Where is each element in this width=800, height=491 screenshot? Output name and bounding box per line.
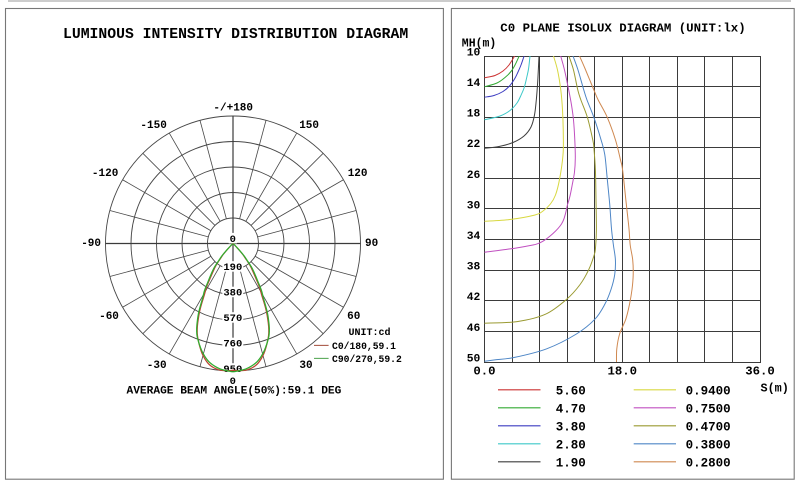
svg-text:C0/180,59.1: C0/180,59.1 <box>332 341 396 352</box>
svg-text:UNIT:cd: UNIT:cd <box>349 327 391 339</box>
svg-text:10: 10 <box>467 47 481 59</box>
svg-text:0.3800: 0.3800 <box>686 438 731 452</box>
svg-text:50: 50 <box>467 353 481 365</box>
svg-text:-120: -120 <box>92 168 118 180</box>
svg-text:AVERAGE BEAM ANGLE(50%):59.1 D: AVERAGE BEAM ANGLE(50%):59.1 DEG <box>127 386 342 398</box>
svg-text:3.80: 3.80 <box>556 420 586 434</box>
svg-text:30: 30 <box>299 360 312 372</box>
svg-text:150: 150 <box>299 120 319 132</box>
svg-text:C90/270,59.2: C90/270,59.2 <box>332 354 402 365</box>
svg-text:30: 30 <box>467 200 481 212</box>
svg-text:1.90: 1.90 <box>556 456 586 470</box>
svg-text:0.9400: 0.9400 <box>686 384 731 398</box>
svg-text:0.0: 0.0 <box>473 364 495 378</box>
svg-text:S(m): S(m) <box>761 382 789 396</box>
svg-text:190: 190 <box>223 262 242 274</box>
svg-text:2.80: 2.80 <box>556 438 586 452</box>
svg-text:-90: -90 <box>81 238 101 250</box>
svg-text:14: 14 <box>467 78 481 90</box>
svg-text:0.4700: 0.4700 <box>686 420 731 434</box>
svg-text:38: 38 <box>467 262 481 274</box>
svg-text:42: 42 <box>467 292 481 304</box>
svg-text:-/+180: -/+180 <box>213 102 253 114</box>
svg-text:5.60: 5.60 <box>556 384 586 398</box>
svg-text:LUMINOUS INTENSITY DISTRIBUTIO: LUMINOUS INTENSITY DISTRIBUTION DIAGRAM <box>63 27 408 43</box>
svg-text:18.0: 18.0 <box>607 364 637 378</box>
svg-text:26: 26 <box>467 170 481 182</box>
svg-text:-150: -150 <box>140 120 166 132</box>
svg-text:120: 120 <box>348 168 368 180</box>
svg-text:22: 22 <box>467 139 481 151</box>
svg-text:MH(m): MH(m) <box>462 38 497 51</box>
svg-text:380: 380 <box>223 288 242 300</box>
svg-text:0.2800: 0.2800 <box>686 456 731 470</box>
svg-text:C0 PLANE ISOLUX DIAGRAM (UNIT:: C0 PLANE ISOLUX DIAGRAM (UNIT:lx) <box>500 21 745 35</box>
svg-text:0.7500: 0.7500 <box>686 402 731 416</box>
svg-text:570: 570 <box>223 313 242 325</box>
svg-text:60: 60 <box>347 311 360 323</box>
svg-text:-30: -30 <box>147 360 167 372</box>
svg-text:4.70: 4.70 <box>556 402 586 416</box>
svg-text:18: 18 <box>467 109 481 121</box>
svg-text:90: 90 <box>365 238 378 250</box>
svg-text:34: 34 <box>467 231 481 243</box>
svg-text:46: 46 <box>467 323 481 335</box>
svg-text:-60: -60 <box>99 311 119 323</box>
svg-text:0: 0 <box>230 234 236 246</box>
svg-text:0: 0 <box>230 376 236 388</box>
svg-text:36.0: 36.0 <box>745 364 775 378</box>
svg-text:760: 760 <box>223 339 242 351</box>
